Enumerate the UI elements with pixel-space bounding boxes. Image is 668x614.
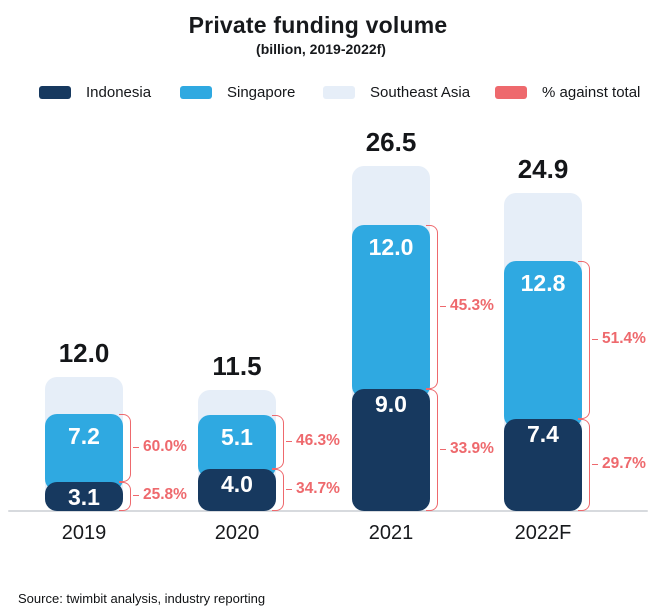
x-axis-label-2020: 2020 <box>214 522 260 544</box>
x-axis-line <box>8 510 648 512</box>
source-note: Source: twimbit analysis, industry repor… <box>18 591 266 606</box>
legend-swatch-singapore <box>180 86 212 99</box>
bar-2021: 26.5 12.0 9.0 2021 45.3% 33.9% <box>352 128 494 544</box>
singapore-segment <box>504 260 582 429</box>
legend-label: Indonesia <box>86 84 152 101</box>
singapore-value-label: 12.0 <box>368 234 414 261</box>
indonesia-pct-label: 25.8% <box>143 486 187 504</box>
singapore-segment <box>352 225 430 398</box>
indonesia-segment <box>198 468 276 511</box>
legend-label: % against total <box>542 84 641 101</box>
singapore-pct-bracket <box>578 260 590 420</box>
legend-label: Singapore <box>227 84 296 101</box>
singapore-pct-label: 51.4% <box>602 329 646 347</box>
singapore-pct-label: 45.3% <box>450 297 494 314</box>
legend-label: Southeast Asia <box>370 84 471 101</box>
singapore-pct-bracket <box>426 225 438 389</box>
indonesia-value-label: 7.4 <box>527 421 559 448</box>
indonesia-segment <box>352 388 430 511</box>
singapore-value-label: 7.2 <box>68 423 100 450</box>
indonesia-pct-dash <box>133 495 139 497</box>
indonesia-value-label: 4.0 <box>221 470 253 497</box>
indonesia-segment <box>504 419 582 511</box>
legend-swatch-indonesia <box>39 86 71 99</box>
bar-2019: 12.0 7.2 3.1 2019 60.0% 25.8% <box>45 339 187 544</box>
indonesia-pct-dash <box>592 464 598 466</box>
legend-swatch-percent <box>495 86 527 99</box>
legend-item-indonesia: Indonesia <box>39 84 151 101</box>
singapore-value-label: 12.8 <box>520 269 566 296</box>
total-label: 26.5 <box>365 127 417 157</box>
singapore-pct-dash <box>133 447 139 449</box>
singapore-segment <box>198 414 276 478</box>
indonesia-pct-bracket <box>578 419 590 511</box>
x-axis-label-2021: 2021 <box>368 522 414 544</box>
indonesia-pct-label: 34.7% <box>296 479 340 497</box>
indonesia-value-label: 9.0 <box>375 390 407 417</box>
indonesia-pct-bracket <box>426 388 438 511</box>
indonesia-pct-dash <box>286 488 292 490</box>
bar-2022f: 24.9 12.8 7.4 2022F 51.4% 29.7% <box>504 155 646 544</box>
x-axis-label-2022f: 2022F <box>514 522 572 544</box>
indonesia-pct-bracket <box>272 468 284 511</box>
singapore-pct-dash <box>440 306 446 307</box>
x-axis-label-2019: 2019 <box>61 522 107 544</box>
bar-2020: 11.5 5.1 4.0 2020 46.3% 34.7% <box>198 352 340 544</box>
chart-subtitle: (billion, 2019-2022f) <box>256 41 386 57</box>
singapore-pct-label: 46.3% <box>296 431 340 449</box>
singapore-segment <box>45 414 123 491</box>
legend-item-singapore: Singapore <box>180 84 295 101</box>
indonesia-segment <box>45 481 123 511</box>
total-label: 24.9 <box>517 154 569 184</box>
legend-item-southeast_asia: Southeast Asia <box>323 84 470 101</box>
legend-item-percent: % against total <box>495 84 640 101</box>
singapore-pct-dash <box>286 440 292 442</box>
total-label: 12.0 <box>58 338 110 368</box>
total-label: 11.5 <box>212 351 262 381</box>
singapore-pct-label: 60.0% <box>143 438 187 456</box>
singapore-pct-dash <box>592 338 598 340</box>
singapore-value-label: 5.1 <box>221 423 253 450</box>
chart-title: Private funding volume <box>188 12 448 38</box>
legend-swatch-southeast_asia <box>323 86 355 99</box>
indonesia-pct-bracket <box>119 481 131 511</box>
indonesia-pct-label: 33.9% <box>450 439 494 457</box>
singapore-pct-bracket <box>119 414 131 482</box>
indonesia-pct-dash <box>440 448 446 450</box>
legend: Indonesia Singapore Southeast Asia % agains… <box>0 84 668 106</box>
indonesia-pct-label: 29.7% <box>602 455 646 473</box>
indonesia-value-label: 3.1 <box>68 483 100 510</box>
singapore-pct-bracket <box>272 414 284 469</box>
